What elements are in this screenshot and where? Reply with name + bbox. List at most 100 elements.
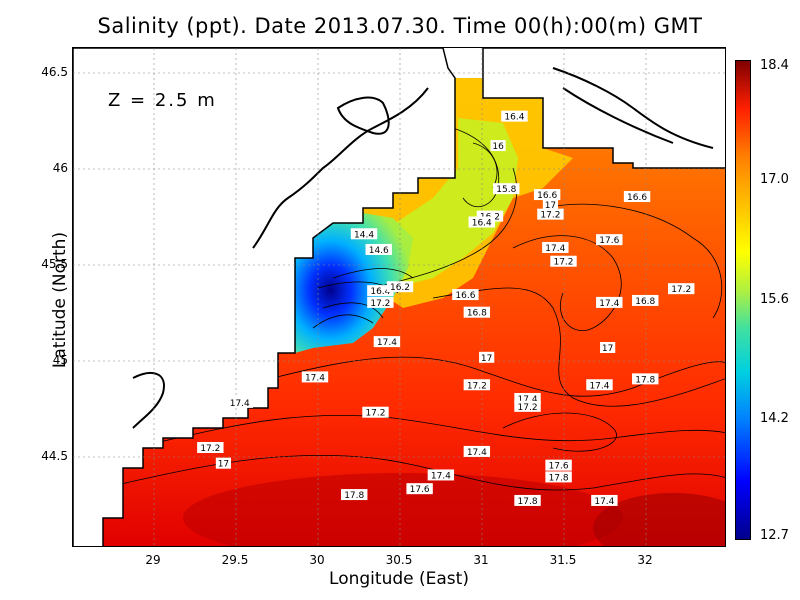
contour-label: 17.6 [596,234,623,246]
contour-label-text: 17.8 [549,473,569,483]
contour-label-text: 17.4 [230,399,250,409]
contour-label: 16.4 [501,110,528,123]
colorbar [735,60,751,540]
contour-label: 17.6 [545,459,572,472]
contour-label-text: 17.4 [589,381,609,391]
salinity-map: 16.41615.816.61717.216.616.216.414.414.6… [73,48,725,546]
contour-label-text: 17 [218,460,229,470]
contour-label: 17.2 [550,255,577,268]
colorbar-tick: 15.6 [760,292,789,307]
contour-label: 17.2 [514,400,541,413]
contour-label-text: 17.8 [344,491,364,501]
contour-label: 14.4 [350,228,378,240]
xtick-label: 31.5 [549,553,577,567]
contour-label-text: 17.4 [467,448,487,458]
contour-label-text: 17.4 [377,338,397,348]
contour-label-text: 17 [602,344,613,354]
contour-label-text: 17.2 [671,285,691,295]
sea-field [103,78,725,546]
contour-label: 17.2 [362,406,389,419]
y-axis-label: Latitude (North) [50,231,70,369]
contour-label-text: 17.2 [365,409,385,419]
contour-label: 17.2 [197,442,224,454]
contour-label: 17.4 [373,336,401,348]
contour-label-text: 17.8 [518,497,538,507]
contour-label: 17.8 [545,471,572,483]
contour-label-text: 16.4 [472,219,492,229]
contour-label-text: 16.4 [370,287,390,297]
xtick-label: 29.5 [221,553,249,567]
ytick-label: 46.5 [41,65,68,79]
coastline-land [73,48,456,546]
contour-label: 17.6 [406,483,433,495]
contour-label-text: 17.6 [410,485,430,495]
contour-label-text: 17 [481,354,492,364]
contour-label: 17 [215,457,232,470]
contour-label: 17.8 [514,494,541,507]
contour-label: 17.2 [668,283,695,295]
contour-label: 17 [479,351,495,364]
contour-label: 17.8 [341,489,368,501]
contour-label: 17.4 [301,371,329,383]
contour-label-text: 17.8 [635,375,655,385]
xtick-label: 31 [473,553,489,567]
ytick-label: 44.5 [41,449,68,463]
contour-label: 17.4 [542,242,569,254]
contour-label-text: 16.6 [455,291,475,301]
high-salinity-patch [183,473,623,546]
map-area: 16.41615.816.61717.216.616.216.414.414.6… [72,47,726,547]
contour-label: 17.8 [632,373,659,385]
contour-label-text: 16.6 [627,193,647,203]
contour-label-text: 17.2 [553,258,573,268]
contour-label: 16.6 [533,189,561,201]
contour-label-text: 16 [492,142,504,152]
grid [73,48,725,546]
xtick-label: 30.5 [385,553,413,567]
contour-label-text: 16.8 [635,297,655,307]
contour-label: 16.6 [452,289,479,301]
contour-label-text: 17 [545,201,556,211]
coastline-north-land [482,48,725,169]
contour-label-text: 16.2 [390,283,410,293]
contour-label-text: 17.6 [549,462,569,472]
contour-label-text: 17.4 [431,471,451,481]
contour-label: 17.4 [586,379,613,391]
contour-label-text: 15.8 [496,185,516,195]
contour-label-text: 17.4 [305,373,325,383]
colorbar-tick: 17.0 [760,172,789,187]
contour-label: 17.4 [427,469,455,481]
colorbar-tick: 14.2 [760,411,789,426]
depth-label: Z = 2.5 m [108,90,217,111]
contour-label: 14.6 [365,243,392,256]
contour-label: 17.4 [463,445,491,458]
contour-label: 17.4 [596,296,623,309]
contour-label-text: 17.4 [545,244,565,254]
contour-label: 17.2 [537,208,564,221]
coast-details [132,67,714,429]
contour-label: 17 [542,198,559,211]
ytick-label: 45.5 [41,257,68,271]
contour-label-text: 17.2 [518,403,538,413]
contour-label-text: 16.4 [504,113,524,123]
contour-label-text: 17.4 [594,497,614,507]
xtick-label: 29 [145,553,161,567]
contour-label-text: 14.6 [369,246,389,256]
ytick-label: 45 [52,353,68,367]
high-salinity-patch-east [593,493,725,546]
contour-label: 17.4 [514,392,541,405]
contour-label-text: 14.4 [354,230,374,240]
colorbar-tick: 18.4 [760,58,789,73]
contour-label: 17.2 [463,379,491,391]
contour-label: 17.4 [591,494,618,507]
colorbar-tick: 12.7 [760,528,789,543]
contour-label: 17 [600,342,616,354]
ytick-label: 46 [52,161,68,175]
contour-label: 16.8 [463,306,491,319]
contour-labels: 16.41615.816.61717.216.616.216.414.414.6… [197,110,695,507]
contour-label: 17.4 [226,396,253,409]
contour-label-text: 16.6 [537,191,557,201]
x-axis-label: Longitude (East) [329,569,469,589]
contour-label: 16.8 [632,294,659,307]
contour-label: 16.2 [386,281,414,293]
contour-label: 17.2 [367,296,394,309]
